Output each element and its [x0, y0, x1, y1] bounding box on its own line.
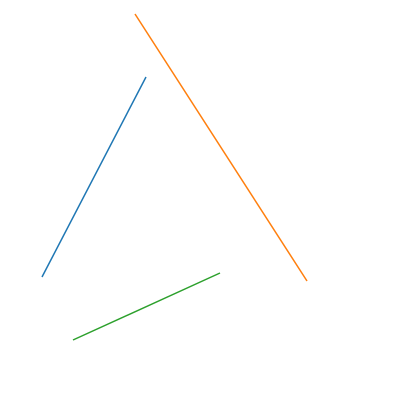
orange-line-segment: [134, 13, 308, 282]
green-line-segment: [72, 272, 221, 341]
blue-line-segment: [41, 76, 147, 278]
